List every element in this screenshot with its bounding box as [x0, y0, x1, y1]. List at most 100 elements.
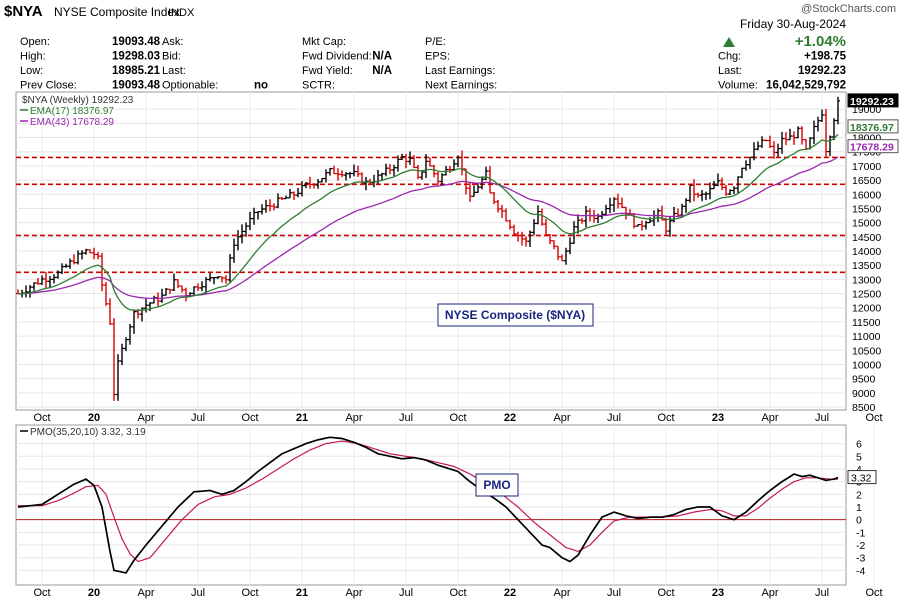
x-tick-label: Oct: [657, 412, 674, 424]
ohlc-bar: [648, 217, 652, 224]
ohlc-bar: [332, 165, 336, 175]
ohlc-bar: [816, 116, 820, 132]
ohlc-bar: [824, 108, 828, 157]
annotation-nya: NYSE Composite ($NYA): [437, 303, 594, 327]
price-tick-label: 10500: [852, 345, 881, 357]
quote-label: Last:: [718, 65, 742, 77]
price-tick-label: 12000: [852, 303, 881, 315]
ohlc-bar: [68, 258, 72, 269]
pmo-legend: PMO(35,20,10) 3.32, 3.19: [20, 427, 146, 438]
ohlc-bar: [44, 271, 48, 289]
pmo-tick-label: 0: [856, 515, 862, 527]
ema-lines: [18, 133, 839, 312]
price-tick-label: 15000: [852, 218, 881, 230]
ohlc-bar: [548, 233, 552, 245]
ohlc-bar: [292, 191, 296, 200]
pmo-tick-label: 6: [856, 439, 862, 451]
quote-label: Prev Close:: [20, 80, 77, 92]
ohlc-bar: [496, 199, 500, 213]
quote-label: P/E:: [425, 36, 446, 48]
ohlc-bar: [508, 219, 512, 230]
ohlc-bar: [196, 283, 200, 291]
ohlc-bar: [412, 155, 416, 169]
ohlc-bar: [312, 183, 316, 189]
index-name: NYSE Composite Index: [54, 5, 180, 19]
ohlc-bar: [416, 164, 420, 180]
ohlc-bar: [260, 204, 264, 215]
svg-text:18376.97: 18376.97: [850, 122, 894, 134]
ohlc-bar: [512, 224, 516, 235]
ohlc-bar: [616, 193, 620, 209]
ohlc-bar: [176, 279, 180, 289]
ohlc-bar: [428, 157, 432, 167]
x-tick-label: Oct: [449, 412, 466, 424]
ohlc-bar: [772, 141, 776, 159]
quote-label: Ask:: [162, 36, 183, 48]
pmo-tick-label: -4: [856, 565, 865, 577]
ohlc-bar: [344, 171, 348, 181]
ohlc-bar: [148, 302, 152, 312]
ohlc-bar: [812, 120, 816, 145]
x-tick-label: Oct: [33, 412, 50, 424]
ohlc-bar: [672, 206, 676, 223]
ohlc-bar: [36, 277, 40, 285]
symbol: $NYA: [4, 3, 43, 20]
ohlc-bar: [268, 199, 272, 212]
price-tick-label: 11500: [852, 317, 881, 329]
ohlc-bar: [708, 182, 712, 200]
ohlc-bar: [452, 159, 456, 171]
x-tick-label: 20: [88, 587, 100, 599]
ohlc-bar: [328, 167, 332, 176]
ohlc-bar: [760, 136, 764, 148]
ohlc-bar: [128, 323, 132, 345]
x-tick-label: 22: [504, 412, 516, 424]
ohlc-bar: [540, 208, 544, 226]
quote-label: Last Earnings:: [425, 65, 495, 77]
quote-label: Low:: [20, 65, 43, 77]
ohlc-bar: [404, 153, 408, 169]
ohlc-bar: [92, 247, 96, 260]
ohlc-bar: [168, 288, 172, 294]
ohlc-bar: [116, 354, 120, 401]
price-tick-label: 17000: [852, 161, 881, 173]
x-tick-label: Oct: [241, 587, 258, 599]
x-tick-label: 21: [296, 587, 308, 599]
ohlc-bar: [32, 282, 36, 291]
ohlc-bar: [492, 192, 496, 205]
pmo-tick-label: 1: [856, 502, 862, 514]
legend-pmo: PMO(35,20,10) 3.32, 3.19: [30, 427, 146, 438]
x-tick-label: Apr: [761, 412, 778, 424]
ohlc-bar: [348, 171, 352, 179]
ohlc-bar: [692, 179, 696, 202]
quote-label: EPS:: [425, 51, 450, 63]
ohlc-bar: [744, 160, 748, 171]
quote-label: Fwd Yield:: [302, 65, 353, 77]
ohlc-bar: [716, 173, 720, 187]
ohlc-bar: [720, 177, 724, 191]
exchange: INDX: [168, 7, 195, 19]
x-tick-label: Apr: [345, 587, 362, 599]
x-tick-label: Apr: [137, 587, 154, 599]
ohlc-bar: [664, 217, 668, 235]
ohlc-bar: [516, 231, 520, 242]
svg-text:17678.29: 17678.29: [850, 142, 894, 154]
ohlc-bar: [504, 208, 508, 222]
pmo-line: [17, 436, 839, 574]
pmo-grid: [16, 425, 875, 585]
x-tick-label: Apr: [137, 412, 154, 424]
svg-text:PMO: PMO: [483, 478, 510, 492]
ohlc-bar: [320, 177, 324, 183]
ohlc-bar: [580, 217, 584, 224]
ohlc-bar: [388, 164, 392, 175]
ohlc-bar: [488, 165, 492, 194]
x-tick-label: Jul: [399, 412, 413, 424]
ohlc-bar: [560, 254, 564, 262]
price-tick-label: 10000: [852, 359, 881, 371]
up-triangle-icon: [723, 37, 735, 47]
ohlc-bar: [84, 248, 88, 255]
ohlc-bar: [208, 273, 212, 282]
ohlc-bar: [644, 220, 648, 230]
ohlc-bar: [396, 155, 400, 172]
x-tick-label: Jul: [399, 587, 413, 599]
ohlc-bar: [544, 218, 548, 237]
